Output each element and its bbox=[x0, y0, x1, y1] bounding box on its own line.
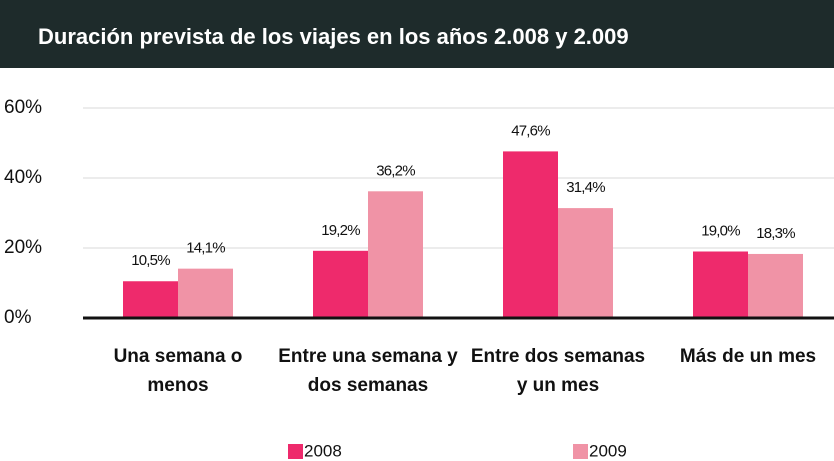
data-label: 31,4% bbox=[566, 179, 605, 196]
data-label: 47,6% bbox=[511, 122, 550, 139]
bar bbox=[693, 251, 748, 318]
title-bar bbox=[0, 0, 834, 68]
x-tick-label: Entre dos semanas y un mes bbox=[470, 346, 646, 396]
bar bbox=[503, 151, 558, 318]
data-label: 19,2% bbox=[321, 222, 360, 239]
bar bbox=[368, 191, 423, 318]
data-label: 18,3% bbox=[756, 225, 795, 242]
data-label: 10,5% bbox=[131, 252, 170, 269]
chart-title: Duración prevista de los viajes en los a… bbox=[38, 24, 629, 49]
bar bbox=[313, 250, 368, 318]
y-tick-label: 40% bbox=[4, 167, 42, 188]
bar bbox=[123, 281, 178, 318]
legend-swatch bbox=[573, 444, 588, 459]
y-tick-label: 0% bbox=[4, 307, 32, 328]
legend-label: 2008 bbox=[304, 441, 342, 460]
bar bbox=[748, 253, 803, 318]
data-label: 19,0% bbox=[701, 222, 740, 239]
legend-swatch bbox=[288, 444, 303, 459]
legend-label: 2009 bbox=[589, 441, 627, 460]
x-tick-label: Una semana o menos bbox=[113, 346, 243, 396]
bar bbox=[178, 268, 233, 318]
y-tick-label: 20% bbox=[4, 237, 42, 258]
data-label: 36,2% bbox=[376, 162, 415, 179]
x-tick-label: Más de un mes bbox=[679, 346, 817, 367]
data-label: 14,1% bbox=[186, 240, 225, 257]
x-tick-label: Entre una semana y dos semanas bbox=[278, 346, 458, 396]
y-tick-label: 60% bbox=[4, 97, 42, 118]
bar bbox=[558, 208, 613, 318]
